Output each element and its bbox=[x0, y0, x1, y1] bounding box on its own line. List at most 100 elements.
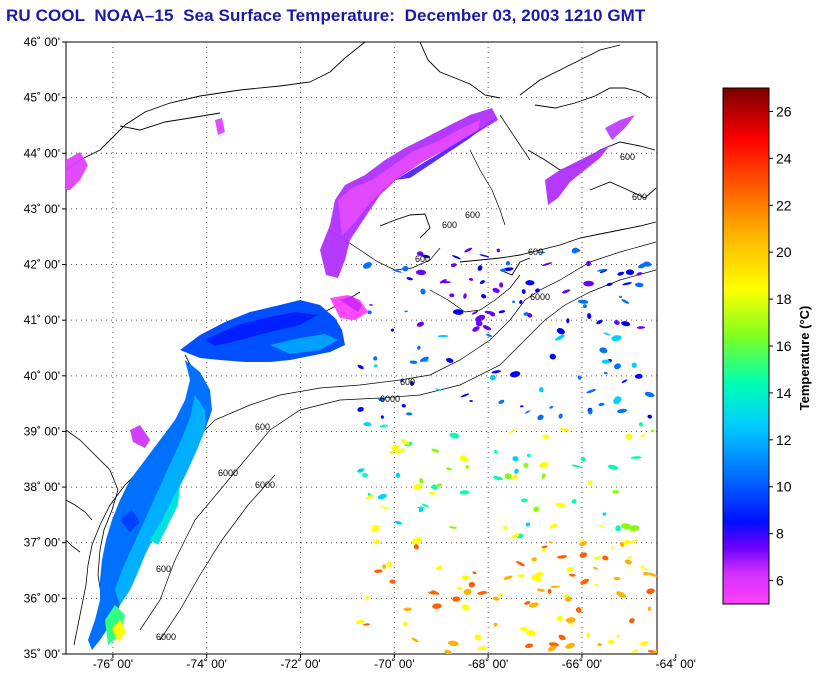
sst-pixel-cluster bbox=[475, 320, 483, 327]
lat-label: 40˚ 00' bbox=[24, 369, 60, 383]
sst-pixel-cluster bbox=[571, 499, 577, 504]
sst-pixel-cluster bbox=[519, 300, 523, 304]
sst-pixel-cluster bbox=[504, 473, 512, 480]
sst-pixel-cluster bbox=[403, 607, 412, 611]
sst-pixel-cluster bbox=[548, 645, 557, 652]
sst-pixel-cluster bbox=[395, 472, 401, 479]
sst-pixel-cluster bbox=[406, 277, 413, 281]
sst-pixel-cluster bbox=[558, 413, 563, 419]
sst-pixel-cluster bbox=[566, 566, 574, 573]
sst-pixel-cluster bbox=[636, 272, 643, 276]
sst-pixel-cluster bbox=[437, 334, 449, 338]
sst-pixel-cluster bbox=[514, 468, 519, 474]
sst-pixel-cluster bbox=[526, 453, 531, 458]
sst-pixel-cluster bbox=[521, 498, 528, 503]
sst-pixel-cluster bbox=[431, 590, 440, 595]
sst-pixel-cluster bbox=[417, 506, 426, 509]
sst-pixel-cluster bbox=[635, 282, 644, 288]
sst-pixel-cluster bbox=[616, 591, 627, 598]
lat-label: 41˚ 00' bbox=[24, 313, 60, 327]
lon-label: -74˚ 00' bbox=[187, 657, 227, 671]
sst-pixel-cluster bbox=[642, 571, 649, 576]
sst-pixel-cluster bbox=[616, 634, 620, 639]
sst-pixel-cluster bbox=[357, 406, 364, 412]
lon-label: -66˚ 00' bbox=[562, 657, 602, 671]
sst-pixel-cluster bbox=[588, 408, 593, 415]
sst-pixel-cluster bbox=[625, 433, 633, 440]
sst-pixel-cluster bbox=[477, 646, 487, 650]
lat-label: 39˚ 00' bbox=[24, 424, 60, 438]
sst-pixel-cluster bbox=[463, 293, 467, 299]
sst-pixel-cluster bbox=[449, 432, 460, 439]
lon-label: -76˚ 00' bbox=[93, 657, 133, 671]
sst-swath-long-island-shelf bbox=[180, 300, 345, 362]
sst-pixel-cluster bbox=[435, 566, 443, 571]
sst-pixel-cluster bbox=[498, 593, 504, 597]
sst-pixel-cluster bbox=[547, 588, 552, 594]
sst-pixel-cluster bbox=[565, 642, 576, 649]
latitude-axis: 46˚ 00' 45˚ 00' 44˚ 00' 43˚ 00' 42˚ 00' 41˚ 0… bbox=[24, 35, 66, 661]
sst-pixel-cluster bbox=[619, 295, 623, 298]
sst-pixel-cluster bbox=[611, 335, 622, 342]
sst-pixel-cluster bbox=[531, 557, 537, 562]
sst-pixel-cluster bbox=[475, 314, 486, 322]
sst-pixel-cluster bbox=[557, 555, 568, 559]
sst-pixel-cluster bbox=[463, 588, 472, 595]
lat-label: 43˚ 00' bbox=[24, 202, 60, 216]
sst-pixel-cluster bbox=[413, 484, 422, 490]
sst-pixel-cluster bbox=[541, 548, 547, 552]
sst-pixel-cluster bbox=[638, 422, 644, 427]
svg-text:600: 600 bbox=[442, 220, 457, 230]
sst-pixel-cluster bbox=[586, 388, 597, 394]
lat-label: 42˚ 00' bbox=[24, 258, 60, 272]
svg-text:600: 600 bbox=[156, 564, 171, 574]
sst-pixel-cluster bbox=[474, 634, 482, 641]
sst-pixel-cluster bbox=[541, 262, 553, 266]
sst-pixel-cluster bbox=[432, 603, 442, 609]
sst-pixel-cluster bbox=[580, 578, 590, 585]
sst-pixel-cluster bbox=[402, 265, 409, 272]
sst-pixel-cluster bbox=[400, 379, 404, 382]
sst-pixel-cluster bbox=[613, 576, 621, 581]
lon-label: -72˚ 00' bbox=[280, 657, 320, 671]
sst-pixel-cluster bbox=[469, 400, 474, 402]
sst-pixel-cluster bbox=[402, 621, 408, 627]
sst-pixel-cluster bbox=[452, 596, 461, 602]
svg-text:600: 600 bbox=[620, 152, 635, 162]
sst-pixel-cluster bbox=[365, 595, 369, 600]
sst-pixel-cluster bbox=[512, 456, 519, 462]
sst-pixel-cluster bbox=[525, 280, 535, 286]
sst-pixel-cluster bbox=[625, 269, 635, 276]
sst-pixel-cluster bbox=[640, 433, 647, 438]
sst-pixel-cluster bbox=[505, 260, 511, 266]
sst-pixel-cluster bbox=[602, 555, 609, 561]
sst-pixel-cluster bbox=[444, 649, 453, 654]
sst-pixel-cluster bbox=[550, 523, 558, 529]
sst-pixel-cluster bbox=[428, 491, 437, 495]
sst-pixel-cluster bbox=[373, 356, 378, 361]
sst-pixel-cluster bbox=[639, 565, 648, 571]
colorbar-tick-label: 6 bbox=[776, 573, 784, 589]
sst-pixel-cluster bbox=[564, 594, 570, 598]
isobath-labels: 600 600 600 600 600 600 6000 6000 6000 6… bbox=[156, 152, 647, 642]
sst-pixel-cluster bbox=[619, 541, 625, 548]
sst-pixel-cluster bbox=[607, 639, 615, 645]
sst-pixel-cluster bbox=[517, 574, 525, 577]
sst-pixel-cluster bbox=[477, 265, 483, 271]
sst-pixel-cluster bbox=[555, 502, 567, 508]
sst-pixel-cluster bbox=[465, 464, 469, 469]
sst-pixel-cluster bbox=[400, 439, 410, 445]
svg-text:6000: 6000 bbox=[380, 394, 400, 404]
sst-pixel-cluster bbox=[622, 282, 632, 286]
sst-pixel-cluster bbox=[603, 371, 608, 375]
svg-text:600: 600 bbox=[400, 377, 415, 387]
sst-pixel-cluster bbox=[415, 269, 427, 276]
coastline bbox=[66, 42, 657, 276]
sst-pixel-cluster bbox=[394, 520, 403, 525]
sst-pixel-cluster bbox=[610, 546, 614, 549]
sst-pixel-cluster bbox=[586, 260, 591, 267]
sst-pixel-cluster bbox=[464, 247, 473, 253]
colorbar-tick-label: 16 bbox=[776, 338, 792, 354]
sst-pixel-cluster bbox=[526, 629, 536, 636]
sst-pixel-cluster bbox=[627, 555, 632, 559]
